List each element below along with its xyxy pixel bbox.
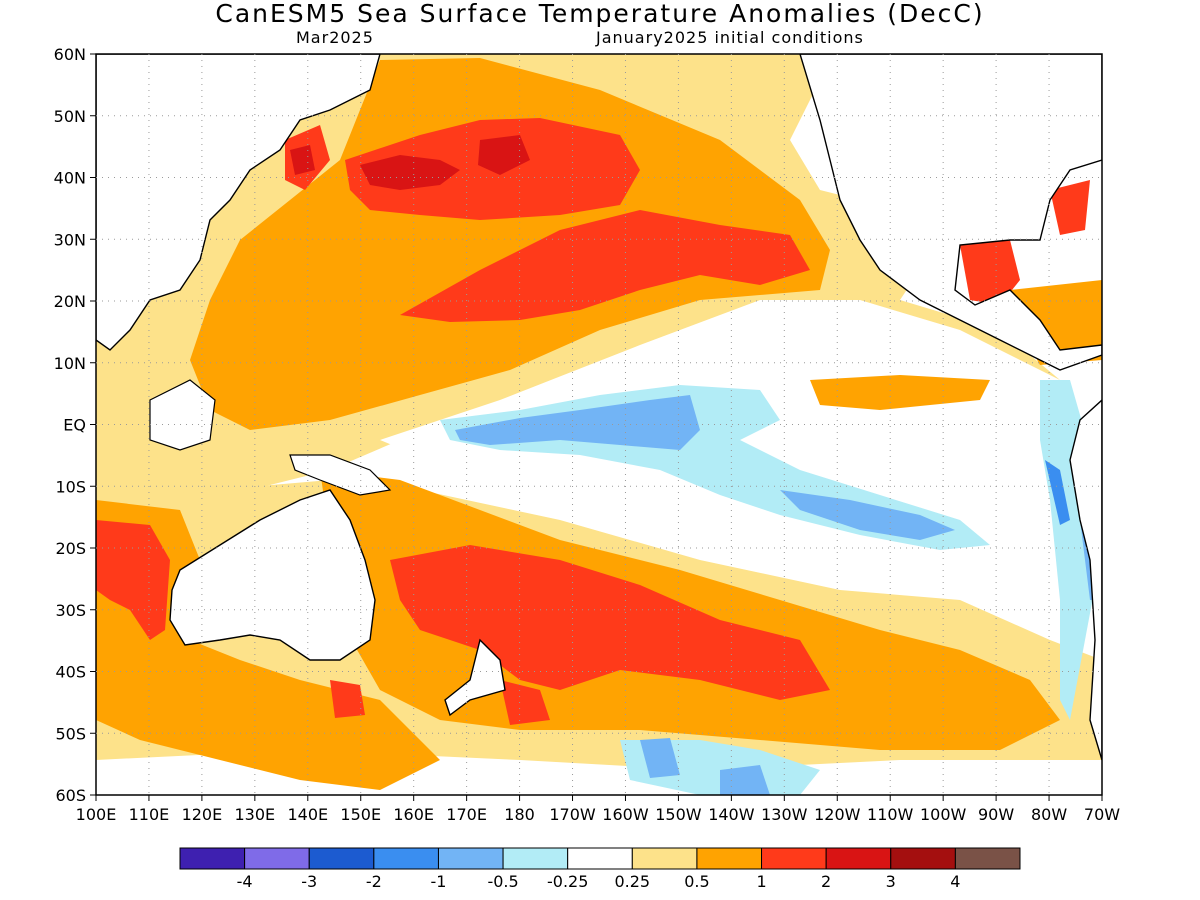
lon-label: 100W xyxy=(920,805,967,824)
lon-label: 100E xyxy=(76,805,117,824)
colorbar-swatch xyxy=(502,847,569,870)
colorbar-labels: -4 -3 -2 -1 -0.5 -0.25 0.25 0.5 1 2 3 4 xyxy=(237,872,961,891)
colorbar-swatch xyxy=(825,847,892,870)
anomaly-region-0.5-1 xyxy=(190,58,830,430)
anomaly-region-neg2-neg1 xyxy=(1045,460,1070,525)
anomaly-region-0.5-1 xyxy=(810,375,990,410)
lon-label: 80W xyxy=(1031,805,1067,824)
colorbar-swatch xyxy=(437,847,504,870)
colorbar-label: -4 xyxy=(237,872,253,891)
anomaly-region-neg1-neg0.5 xyxy=(720,765,770,795)
anomaly-region-1-2 xyxy=(500,680,550,725)
lon-label: 160W xyxy=(602,805,649,824)
lat-label: 20S xyxy=(55,539,86,558)
anomaly-region-neg1-neg0.5 xyxy=(640,738,680,778)
lon-label: 70W xyxy=(1084,805,1120,824)
anomaly-region-2-3 xyxy=(290,145,315,175)
lon-label: 110W xyxy=(867,805,914,824)
colorbar-swatch xyxy=(244,847,310,870)
land-new-guinea xyxy=(289,454,392,496)
lat-label: EQ xyxy=(63,416,86,435)
anomaly-region-2-3 xyxy=(360,155,460,190)
colorbar-label: -1 xyxy=(430,872,446,891)
lat-label: 10S xyxy=(55,477,86,496)
chart-title: CanESM5 Sea Surface Temperature Anomalie… xyxy=(215,0,985,28)
colorbar-label: 3 xyxy=(886,872,896,891)
lat-label: 10N xyxy=(54,354,86,373)
anomaly-region-1-2 xyxy=(400,210,810,322)
land-north-america xyxy=(799,54,1102,371)
lon-label: 120E xyxy=(182,805,223,824)
anomaly-region-neg1-neg0.5 xyxy=(455,395,700,450)
lat-label: 30N xyxy=(54,230,86,249)
lon-label: 150E xyxy=(340,805,381,824)
lat-label: 50N xyxy=(54,107,86,126)
colorbar-label: 0.25 xyxy=(614,872,650,891)
land-new-zealand xyxy=(444,638,506,717)
lon-label: 180 xyxy=(504,805,535,824)
anomaly-region-1-2 xyxy=(960,240,1020,305)
colorbar-swatch xyxy=(179,847,246,870)
lon-label: 150W xyxy=(655,805,702,824)
colorbar-label: -3 xyxy=(301,872,317,891)
colorbar-swatch xyxy=(308,847,375,870)
colorbar-label: 0.5 xyxy=(684,872,709,891)
lon-label: 90W xyxy=(978,805,1014,824)
longitude-labels: 100E 110E 120E 130E 140E 150E 160E 170E 180 170W 1… xyxy=(76,805,1121,824)
forecast-month: Mar2025 xyxy=(296,28,374,47)
latitude-labels: 60N 50N 40N 30N 20N 10N EQ 10S 20S 30S 40S 50S 60S xyxy=(54,45,86,805)
lat-label: 40S xyxy=(55,663,86,682)
colorbar-label: -2 xyxy=(366,872,382,891)
lat-label: 20N xyxy=(54,292,86,311)
lat-label: 50S xyxy=(55,724,86,743)
colorbar-label: 2 xyxy=(821,872,831,891)
initial-conditions-label: January2025 initial conditions xyxy=(596,28,864,47)
colorbar-label: 1 xyxy=(756,872,766,891)
anomaly-region-1-2 xyxy=(1050,180,1090,235)
land-australia xyxy=(169,489,376,661)
land-asia xyxy=(96,54,381,351)
colorbar-swatch xyxy=(761,847,827,870)
lat-label: 30S xyxy=(55,601,86,620)
colorbar-swatch xyxy=(373,847,439,870)
anomaly-region-1-2 xyxy=(330,680,365,718)
colorbar-swatch xyxy=(567,847,633,870)
colorbar-label: 4 xyxy=(950,872,960,891)
lon-label: 130E xyxy=(235,805,276,824)
lat-label: 60S xyxy=(55,786,86,805)
land-south-america xyxy=(1069,399,1102,761)
colorbar xyxy=(179,847,1021,870)
lon-label: 160E xyxy=(393,805,434,824)
lon-label: 140W xyxy=(708,805,755,824)
lon-label: 110E xyxy=(129,805,170,824)
lon-label: 170W xyxy=(549,805,596,824)
lat-label: 40N xyxy=(54,169,86,188)
axis-ticks xyxy=(90,53,1103,801)
lon-label: 170E xyxy=(446,805,487,824)
anomaly-field xyxy=(96,54,1102,795)
anomaly-region-1-2 xyxy=(96,520,170,640)
colorbar-swatch xyxy=(954,847,1021,870)
lon-label: 130W xyxy=(761,805,808,824)
colorbar-label: -0.25 xyxy=(547,872,588,891)
lon-label: 140E xyxy=(287,805,328,824)
colorbar-swatch xyxy=(631,847,698,870)
anomaly-region-2-3 xyxy=(478,135,530,175)
colorbar-swatch xyxy=(696,847,763,870)
lon-label: 120W xyxy=(814,805,861,824)
colorbar-label: -0.5 xyxy=(487,872,518,891)
lat-label: 60N xyxy=(54,45,86,64)
colorbar-swatch xyxy=(890,847,956,870)
anomaly-region-neg1-neg0.5 xyxy=(780,490,955,540)
land-borneo-indonesia xyxy=(149,379,216,451)
